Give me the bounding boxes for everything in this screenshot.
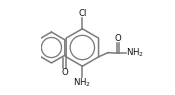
Text: O: O <box>61 68 68 78</box>
Text: NH$_2$: NH$_2$ <box>73 77 91 89</box>
Text: O: O <box>114 34 121 43</box>
Text: NH$_2$: NH$_2$ <box>126 47 144 59</box>
Text: Cl: Cl <box>78 9 87 18</box>
